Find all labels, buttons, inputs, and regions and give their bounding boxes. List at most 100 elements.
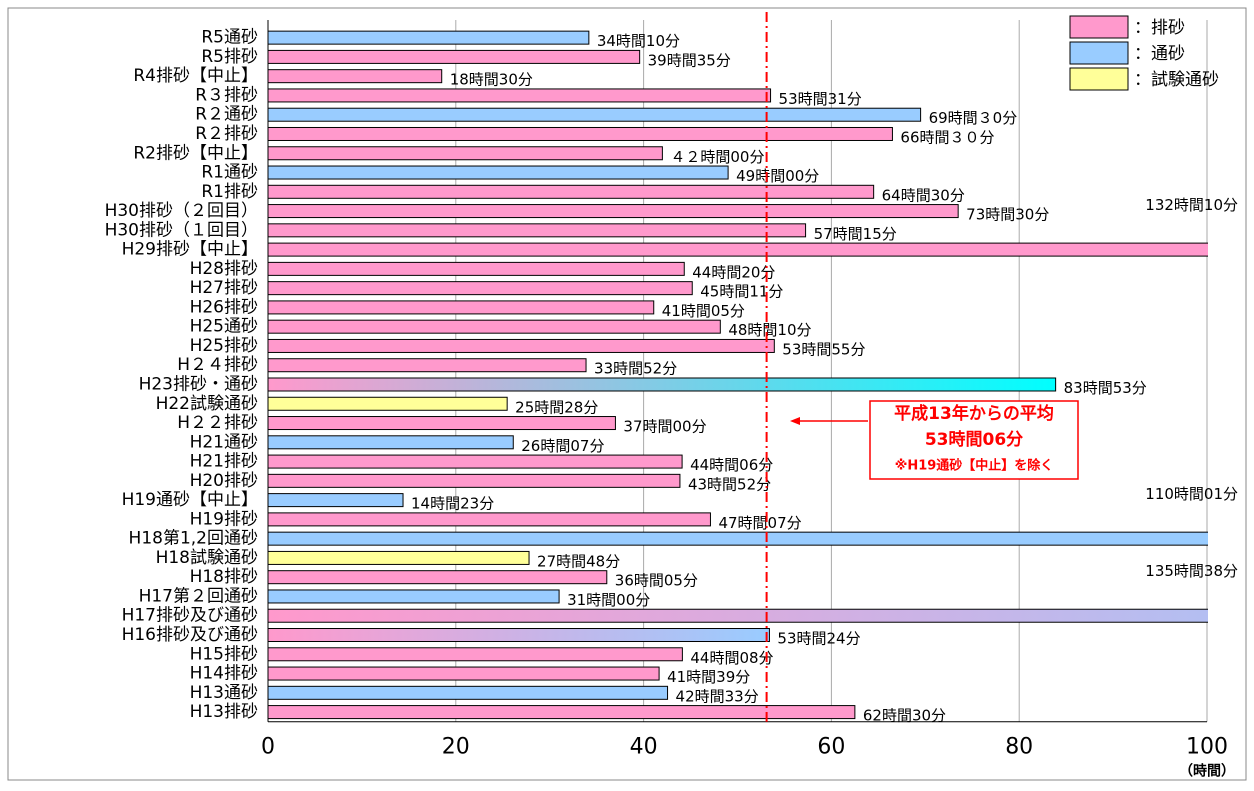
- x-tick-label: 20: [442, 735, 470, 760]
- category-label: H17排砂及び通砂: [122, 606, 258, 626]
- category-label: R２排砂: [195, 124, 258, 144]
- value-label: 33時間52分: [594, 360, 677, 378]
- category-label: H20排砂: [190, 471, 258, 491]
- category-label: R３排砂: [195, 85, 258, 105]
- bar: [268, 685, 669, 700]
- category-label: H17第２回通砂: [139, 586, 258, 606]
- x-tick-label: 100: [1186, 735, 1228, 760]
- value-label: 53時間31分: [779, 90, 862, 108]
- category-label: H２２排砂: [177, 413, 258, 433]
- value-label: 66時間３０分: [900, 128, 994, 146]
- category-label: H25排砂: [190, 336, 258, 356]
- category-label: R5通砂: [201, 28, 258, 48]
- bar: [268, 377, 1057, 392]
- bar: [268, 281, 693, 296]
- category-label: H30排砂（２回目）: [105, 201, 258, 221]
- category-label: R5排砂: [201, 47, 258, 67]
- bar: [268, 146, 663, 161]
- bar: [268, 512, 711, 527]
- category-label: H16排砂及び通砂: [122, 625, 258, 645]
- value-label: 135時間38分: [1145, 562, 1238, 580]
- category-label: H13通砂: [190, 683, 258, 703]
- category-label: R4排砂【中止】: [133, 66, 258, 86]
- value-label: 62時間30分: [863, 707, 946, 725]
- value-label: 41時間05分: [662, 302, 745, 320]
- category-label: H14排砂: [190, 664, 258, 684]
- bar: [268, 570, 608, 585]
- value-label: 44時間08分: [690, 649, 773, 667]
- bar: [268, 319, 721, 334]
- value-label: 83時間53分: [1064, 379, 1147, 397]
- bar: [268, 223, 807, 238]
- category-label: H13排砂: [190, 702, 258, 722]
- value-label: 110時間01分: [1145, 485, 1238, 503]
- category-label: H29排砂【中止】: [122, 240, 258, 260]
- value-label: 34時間10分: [597, 32, 680, 50]
- bar: [268, 435, 514, 450]
- bar: [268, 69, 443, 84]
- annotation-text: 53時間06分: [925, 429, 1023, 450]
- category-label: H19排砂: [190, 509, 258, 529]
- value-label: 14時間23分: [411, 495, 494, 513]
- bar: [268, 493, 404, 508]
- bar: [268, 358, 587, 373]
- bar: [268, 608, 1208, 623]
- annotation-text: 平成13年からの平均: [894, 403, 1054, 424]
- bar: [268, 126, 893, 141]
- bar: [268, 107, 922, 122]
- value-label: 37時間00分: [623, 418, 706, 436]
- arrow-head: [790, 417, 800, 425]
- legend-swatch: [1069, 67, 1129, 91]
- annotation-text: ※H19通砂【中止】を除く: [895, 458, 1054, 474]
- category-label: H２４排砂: [177, 355, 258, 375]
- x-tick-label: 40: [630, 735, 658, 760]
- bar: [268, 550, 530, 565]
- category-label: R1排砂: [201, 182, 258, 202]
- value-label: 49時間00分: [736, 167, 819, 185]
- bar: [268, 30, 590, 45]
- value-label: 48時間10分: [728, 321, 811, 339]
- value-label: 69時間３0分: [929, 109, 1018, 127]
- bar: [268, 589, 560, 604]
- bar: [268, 242, 1208, 257]
- category-label: H22試験通砂: [156, 394, 258, 414]
- value-label: 45時間11分: [700, 283, 783, 301]
- category-label: H26排砂: [190, 297, 258, 317]
- bar: [268, 531, 1208, 546]
- value-label: 44時間06分: [690, 456, 773, 474]
- category-label: R1通砂: [201, 163, 258, 183]
- value-label: 39時間35分: [648, 51, 731, 69]
- value-label: 25時間28分: [515, 398, 598, 416]
- bar: [268, 473, 681, 488]
- legend-swatch: [1069, 41, 1129, 65]
- category-label: R2排砂【中止】: [133, 143, 258, 163]
- bar: [268, 454, 683, 469]
- value-label: 27時間48分: [537, 552, 620, 570]
- category-label: H18排砂: [190, 567, 258, 587]
- annotation-box: [869, 400, 1079, 480]
- value-label: 132時間10分: [1145, 196, 1238, 214]
- x-tick-label: 80: [1005, 735, 1033, 760]
- bar: [268, 666, 660, 681]
- legend-swatch: [1069, 15, 1129, 39]
- category-label: H23排砂・通砂: [139, 374, 258, 394]
- value-label: 43時間52分: [688, 475, 771, 493]
- bar: [268, 628, 770, 643]
- value-label: 26時間07分: [521, 437, 604, 455]
- bar: [268, 165, 729, 180]
- value-label: 31時間00分: [567, 591, 650, 609]
- value-label: 41時間39分: [667, 668, 750, 686]
- bar: [268, 416, 616, 431]
- bar: [268, 204, 959, 219]
- category-label: H28排砂: [190, 259, 258, 279]
- category-label: H25通砂: [190, 317, 258, 337]
- category-label: H30排砂（１回目）: [105, 220, 258, 240]
- bar: [268, 88, 772, 103]
- value-label: 53時間24分: [777, 630, 860, 648]
- bar: [268, 396, 508, 411]
- bars: [268, 30, 1208, 720]
- bar: [268, 261, 685, 276]
- value-label: 36時間05分: [615, 572, 698, 590]
- legend-label: ：試験通砂: [1134, 70, 1219, 90]
